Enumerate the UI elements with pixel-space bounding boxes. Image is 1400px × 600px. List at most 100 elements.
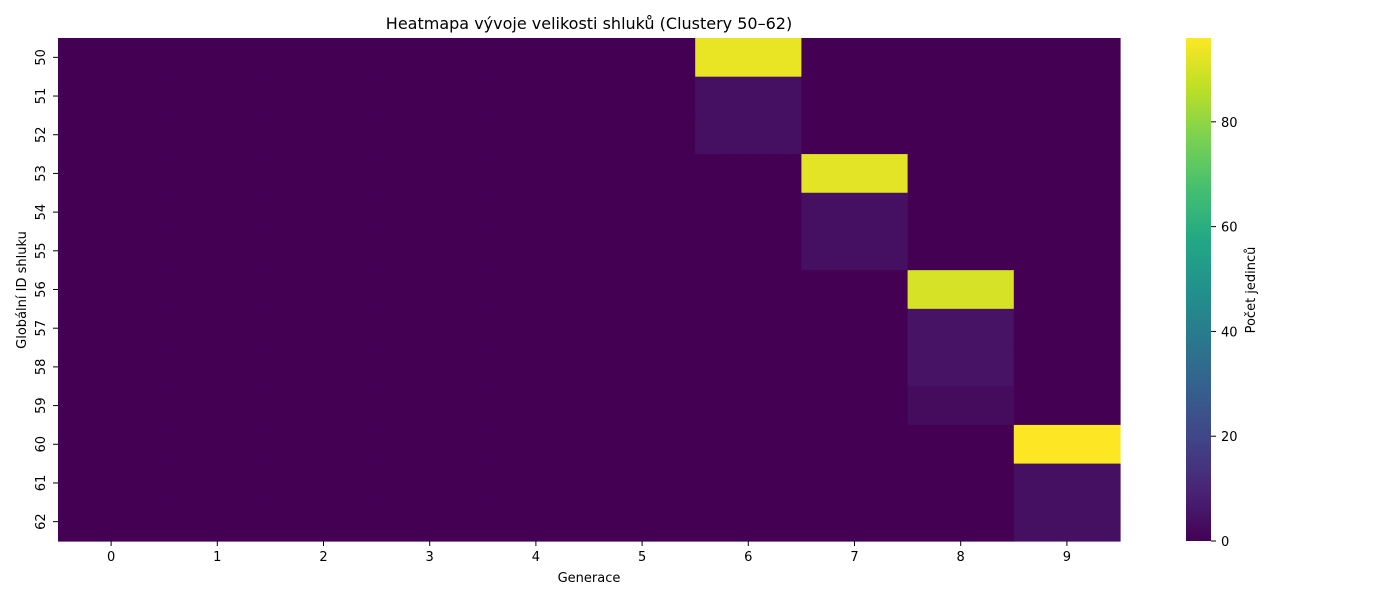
heatmap-cell	[270, 308, 378, 349]
heatmap-cell	[164, 386, 271, 426]
heatmap-cell	[376, 386, 484, 426]
heatmap-cell	[801, 270, 909, 310]
heatmap-cell	[164, 231, 271, 271]
y-tick-label: 55	[34, 243, 49, 260]
heatmap-cell	[1013, 386, 1121, 426]
colorbar-ticks: 0 20 40 60 80	[1211, 116, 1238, 550]
heatmap-cell	[58, 308, 165, 349]
x-tick-label: 9	[1063, 550, 1071, 565]
heatmap-cell	[376, 347, 484, 387]
heatmap-cell	[907, 463, 1015, 503]
heatmap-cell	[907, 270, 1015, 310]
x-tick-label: 2	[319, 550, 327, 565]
heatmap-cell	[695, 270, 802, 310]
x-tick-label: 3	[426, 550, 434, 565]
x-tick-label: 0	[107, 550, 115, 565]
heatmap-cell	[376, 38, 484, 78]
heatmap-cell	[270, 231, 378, 271]
heatmap-cell	[482, 38, 590, 78]
heatmap-cell	[270, 76, 378, 116]
heatmap-cell	[1013, 308, 1121, 349]
heatmap-cell	[270, 424, 378, 465]
heatmap-cell	[482, 115, 590, 155]
heatmap-cell	[376, 154, 484, 194]
heatmap-cell	[801, 115, 909, 155]
heatmap-cell	[907, 424, 1015, 465]
heatmap-cell	[482, 76, 590, 116]
y-tick-label: 59	[34, 397, 49, 414]
heatmap-cell	[164, 115, 271, 155]
heatmap-cell	[376, 308, 484, 349]
heatmap-cell	[801, 463, 909, 503]
x-tick-label: 5	[638, 550, 646, 565]
x-tick-label: 1	[213, 550, 221, 565]
heatmap-cell	[482, 270, 590, 310]
heatmap-cell	[58, 231, 165, 271]
heatmap-cell	[270, 463, 378, 503]
heatmap-cell	[589, 347, 696, 387]
heatmap-cell	[801, 347, 909, 387]
heatmap-cell	[695, 502, 802, 542]
colorbar-tick-label: 60	[1221, 221, 1238, 236]
heatmap-cell	[482, 502, 590, 542]
heatmap-cell	[58, 38, 165, 78]
y-axis-ticks: 50 51 52 53 54 55 56 57 58 59 60 61 62	[34, 49, 58, 530]
heatmap-cell	[695, 424, 802, 465]
heatmap-cell	[58, 347, 165, 387]
heatmap-cell	[695, 463, 802, 503]
heatmap-cell	[589, 154, 696, 194]
heatmap-cell	[164, 424, 271, 465]
heatmap-cell	[164, 270, 271, 310]
heatmap-cell	[376, 231, 484, 271]
heatmap-cell	[695, 347, 802, 387]
y-tick-label: 51	[34, 88, 49, 105]
heatmap-cell	[58, 76, 165, 116]
x-tick-label: 8	[957, 550, 965, 565]
heatmap-cell	[270, 192, 378, 233]
heatmap-cell	[164, 154, 271, 194]
x-axis-label: Generace	[558, 571, 621, 586]
heatmap-cell	[907, 115, 1015, 155]
heatmap-cell	[589, 76, 696, 116]
heatmap-cell	[376, 115, 484, 155]
heatmap-cell	[907, 192, 1015, 233]
heatmap-cell	[376, 192, 484, 233]
heatmap-cell	[270, 502, 378, 542]
heatmap-cell	[58, 424, 165, 465]
heatmap-cell	[58, 154, 165, 194]
heatmap-cell	[482, 192, 590, 233]
y-tick-label: 54	[34, 204, 49, 221]
heatmap-cell	[376, 270, 484, 310]
x-tick-label: 7	[850, 550, 858, 565]
colorbar-tick-label: 40	[1221, 325, 1238, 340]
heatmap-cell	[695, 308, 802, 349]
heatmap-cell	[907, 308, 1015, 349]
heatmap-cell	[589, 386, 696, 426]
heatmap-cell	[164, 308, 271, 349]
y-tick-label: 61	[34, 475, 49, 492]
heatmap-cell	[270, 270, 378, 310]
y-tick-label: 53	[34, 165, 49, 182]
heatmap-cell	[58, 463, 165, 503]
heatmap-cell	[482, 347, 590, 387]
heatmap-cell	[58, 192, 165, 233]
x-tick-label: 4	[532, 550, 540, 565]
heatmap-cell	[907, 231, 1015, 271]
heatmap-cell	[1013, 347, 1121, 387]
heatmap-cell	[164, 463, 271, 503]
heatmap-cell	[164, 502, 271, 542]
heatmap-cell	[1013, 154, 1121, 194]
y-tick-label: 58	[34, 359, 49, 376]
heatmap-cell	[58, 270, 165, 310]
heatmap-cell	[270, 386, 378, 426]
heatmap-cell	[801, 308, 909, 349]
heatmap-cell	[1013, 424, 1121, 465]
heatmap-cell	[801, 424, 909, 465]
y-tick-label: 52	[34, 126, 49, 143]
heatmap-cell	[58, 502, 165, 542]
heatmap-cell	[801, 154, 909, 194]
heatmap-cell	[695, 115, 802, 155]
heatmap-cell	[695, 154, 802, 194]
heatmap-cell	[1013, 270, 1121, 310]
heatmap-cell	[58, 115, 165, 155]
